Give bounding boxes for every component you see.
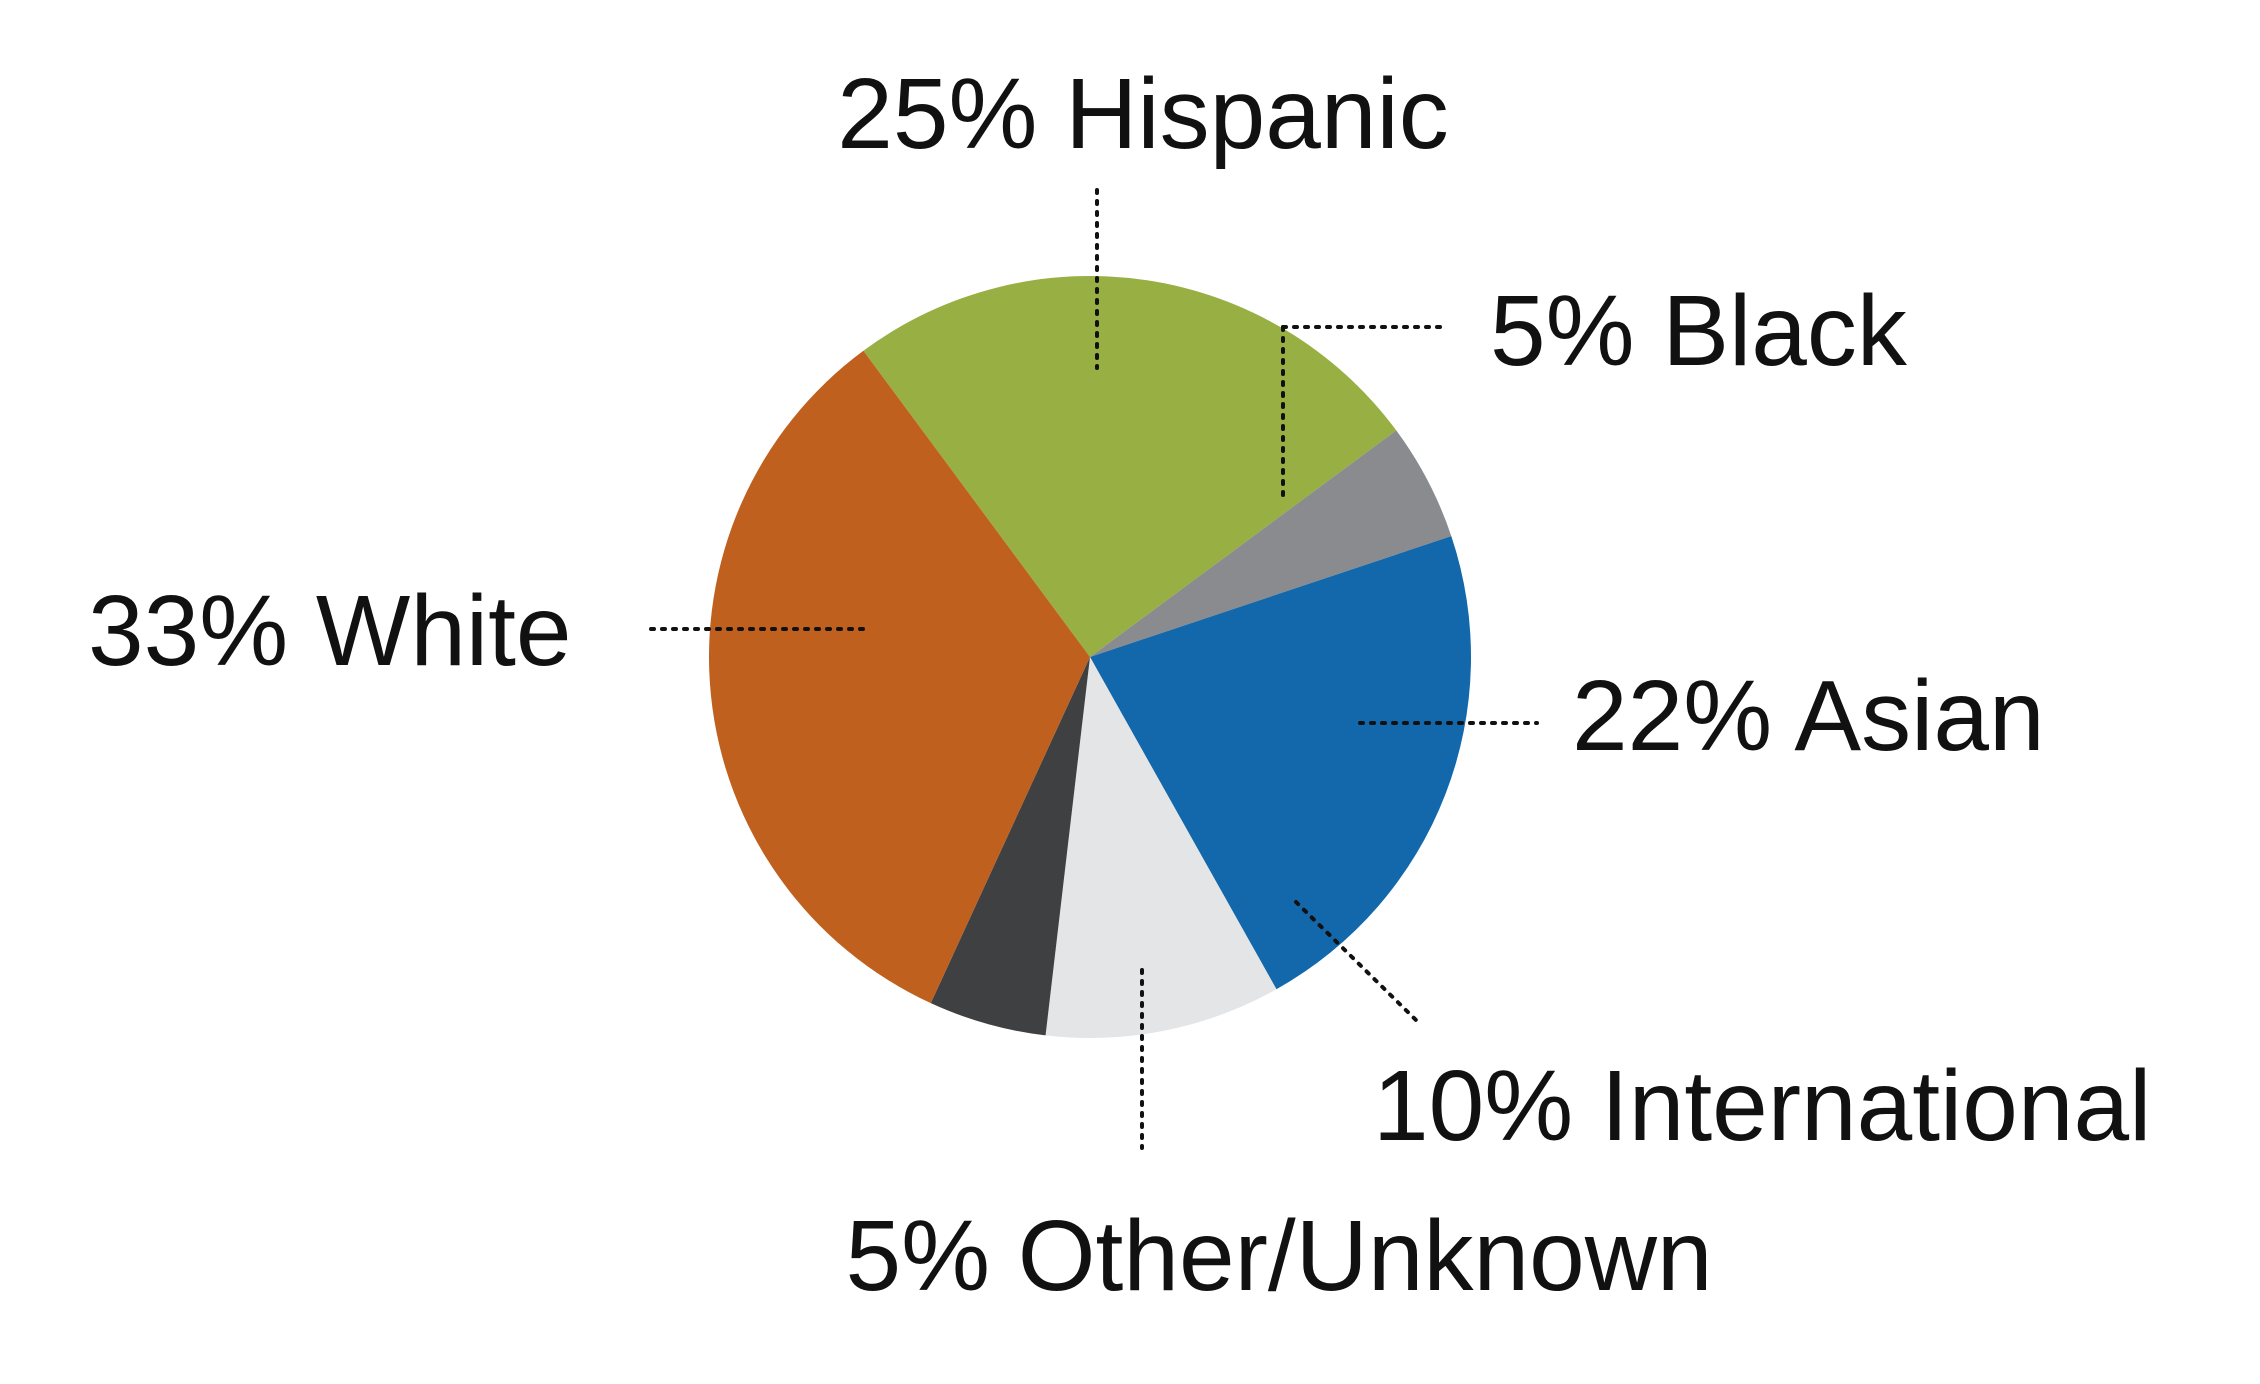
slice-label-white: 33% White bbox=[88, 575, 572, 687]
slice-label-asian: 22% Asian bbox=[1572, 660, 2045, 772]
slice-label-hispanic: 25% Hispanic bbox=[837, 58, 1448, 170]
slice-label-international: 10% International bbox=[1373, 1050, 2151, 1162]
pie-slice-hispanic bbox=[863, 275, 1397, 657]
slice-labels: 25% Hispanic 5% Black 22% Asian 10% Inte… bbox=[88, 58, 2151, 1312]
leader-lines bbox=[649, 188, 1539, 1150]
leader-line-international bbox=[1294, 900, 1422, 1026]
pie-slice-asian bbox=[1090, 536, 1471, 990]
slice-label-black: 5% Black bbox=[1490, 275, 1908, 387]
pie-slice-black bbox=[1090, 430, 1452, 657]
pie-slice-other-unknown bbox=[930, 657, 1090, 1036]
pie-slice-white bbox=[708, 350, 1090, 1004]
pie-slices bbox=[708, 275, 1471, 1039]
slice-label-other: 5% Other/Unknown bbox=[845, 1200, 1712, 1312]
pie-slice-international bbox=[1045, 657, 1277, 1039]
